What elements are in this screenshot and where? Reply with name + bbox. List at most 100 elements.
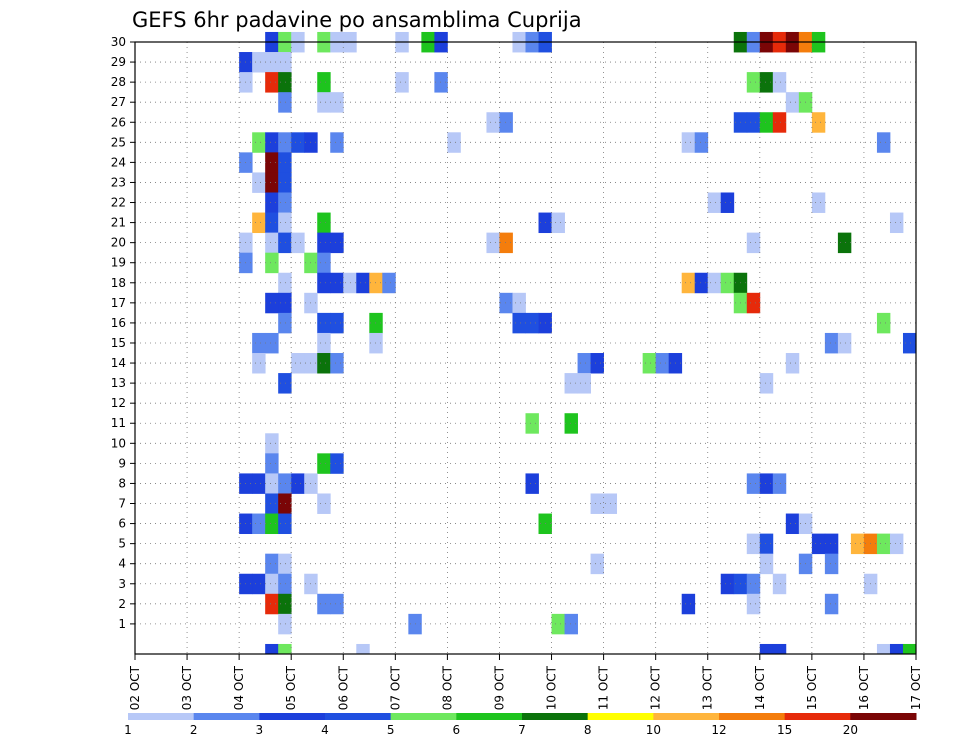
heatmap-cell xyxy=(330,312,344,334)
heatmap-cell xyxy=(330,453,344,474)
heatmap-cell xyxy=(278,72,292,93)
y-tick-label: 15 xyxy=(111,336,126,350)
heatmap-cell xyxy=(876,643,891,655)
heatmap-cell xyxy=(499,232,513,254)
heatmap-cell xyxy=(681,593,696,615)
chart-title: GEFS 6hr padavine po ansamblima Cuprija xyxy=(132,8,582,32)
heatmap-cell xyxy=(720,272,735,294)
heatmap-cell xyxy=(278,643,292,655)
heatmap-cell xyxy=(577,353,591,374)
heatmap-cell xyxy=(265,232,279,254)
heatmap-cell xyxy=(330,593,344,615)
legend-label: 6 xyxy=(453,723,461,737)
heatmap-cell xyxy=(278,132,292,153)
color-legend: 1 2 3 4 5 6 7 8 10 12 15 20 xyxy=(124,713,917,737)
y-tick-label: 22 xyxy=(111,196,126,210)
heatmap-cell xyxy=(278,573,292,595)
heatmap-cell xyxy=(291,473,305,494)
legend-color-swatch xyxy=(784,713,851,720)
heatmap-cell xyxy=(551,212,565,234)
heatmap-cell xyxy=(252,513,266,535)
heatmap-cell xyxy=(330,353,344,374)
heatmap-cell xyxy=(265,643,279,655)
y-axis-ticks: 1234567891011121314151617181920212223242… xyxy=(111,35,135,631)
y-tick-label: 26 xyxy=(111,115,126,129)
legend-label: 2 xyxy=(190,723,198,737)
heatmap-cell xyxy=(330,232,344,254)
heatmap-cell xyxy=(265,72,279,93)
heatmap-cell xyxy=(590,553,604,575)
heatmap-cell xyxy=(317,453,331,474)
heatmap-cell xyxy=(278,92,292,113)
y-tick-label: 2 xyxy=(118,597,126,611)
legend-label: 10 xyxy=(646,723,661,737)
heatmap-cell xyxy=(525,473,539,494)
heatmap-cell xyxy=(876,533,891,555)
heatmap-cell xyxy=(291,353,305,374)
heatmap-cell xyxy=(317,92,331,113)
heatmap-cell xyxy=(395,72,409,93)
heatmap-cell xyxy=(317,332,331,354)
x-tick-label: 12 OCT xyxy=(649,665,663,710)
heatmap-cell xyxy=(278,212,292,234)
y-tick-label: 5 xyxy=(118,537,126,551)
heatmap-cell xyxy=(369,312,383,334)
heatmap-cell xyxy=(343,272,357,294)
heatmap-cell xyxy=(265,212,279,234)
x-tick-label: 02 OCT xyxy=(128,665,142,710)
heatmap-cell xyxy=(811,112,826,133)
heatmap-cell xyxy=(278,373,292,394)
y-tick-label: 11 xyxy=(111,416,126,430)
legend-label: 12 xyxy=(711,723,726,737)
heatmap-cell xyxy=(694,132,709,153)
heatmap-cell xyxy=(291,132,305,153)
legend-color-swatch xyxy=(193,713,260,720)
heatmap-cell xyxy=(382,272,396,294)
x-tick-label: 10 OCT xyxy=(545,665,559,710)
x-tick-label: 17 OCT xyxy=(909,665,923,710)
heatmap-cell xyxy=(759,533,774,555)
heatmap-cell xyxy=(278,52,292,73)
heatmap-cell xyxy=(785,513,800,535)
heatmap-cell xyxy=(486,232,500,254)
plot-frame xyxy=(134,41,917,655)
heatmap-cell xyxy=(317,72,331,93)
y-tick-label: 30 xyxy=(111,35,126,49)
heatmap-cell xyxy=(265,192,279,213)
legend-color-swatch xyxy=(653,713,720,720)
heatmap-cell xyxy=(291,232,305,254)
y-tick-label: 4 xyxy=(118,557,126,571)
heatmap-cell xyxy=(889,643,904,655)
heatmap-cell xyxy=(746,533,761,555)
heatmap-cell xyxy=(564,613,578,635)
heatmap-cell xyxy=(772,473,787,494)
y-tick-label: 12 xyxy=(111,396,126,410)
legend-label: 5 xyxy=(387,723,395,737)
grid-lines xyxy=(135,41,916,654)
heatmap-cell xyxy=(278,553,292,575)
legend-color-swatch xyxy=(456,713,523,720)
heatmap-cell xyxy=(837,332,852,354)
heatmap-cell xyxy=(577,373,591,394)
x-tick-label: 03 OCT xyxy=(180,665,194,710)
heatmap-cell xyxy=(317,493,331,514)
heatmap-cell xyxy=(252,132,266,153)
heatmap-cell xyxy=(759,473,774,494)
y-tick-label: 14 xyxy=(111,356,126,370)
heatmap-cell xyxy=(434,72,448,93)
legend-color-swatch xyxy=(587,713,654,720)
heatmap-cell xyxy=(486,112,500,133)
heatmap-cell xyxy=(369,272,383,294)
heatmap-cell xyxy=(746,573,761,595)
heatmap-cells xyxy=(239,31,917,655)
x-tick-label: 15 OCT xyxy=(805,665,819,710)
heatmap-cell xyxy=(889,212,904,234)
heatmap-cell xyxy=(447,132,461,153)
legend-color-swatch xyxy=(325,713,392,720)
heatmap-cell xyxy=(278,272,292,294)
heatmap-cell xyxy=(278,192,292,213)
heatmap-cell xyxy=(551,613,565,635)
x-tick-label: 04 OCT xyxy=(232,665,246,710)
heatmap-cell xyxy=(499,292,513,314)
